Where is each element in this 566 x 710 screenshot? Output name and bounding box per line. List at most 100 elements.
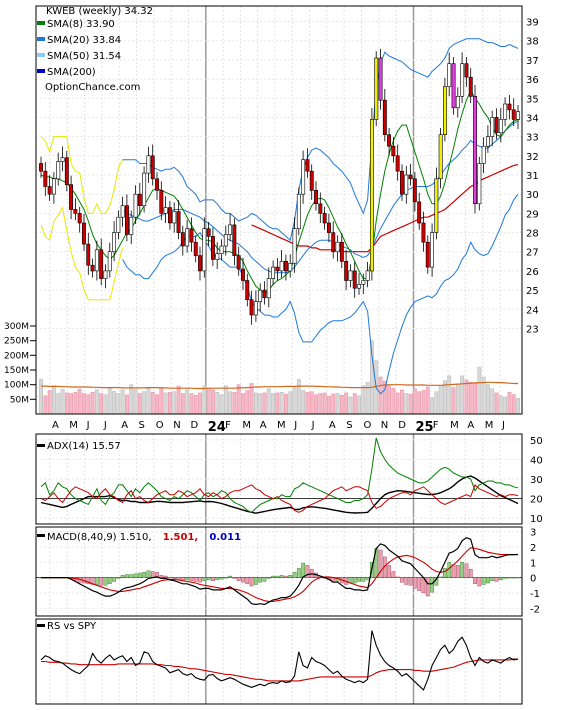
macd-histogram-bar [438,576,443,578]
adx-series-di [40,484,519,513]
candle-body [438,134,443,180]
candle-body [211,236,215,260]
legend-sma20-label: SMA(20) 33.84 [47,35,121,46]
x-tick-label: A [467,420,474,431]
macd-histogram-bar [185,577,190,581]
volume-bar [387,385,391,415]
volume-bar [172,391,177,415]
volume-bar [284,393,288,415]
volume-bar [490,388,495,415]
candle-body [498,119,503,134]
volume-bar [86,394,91,415]
macd-histogram-bar [266,577,271,579]
volume-bar [327,396,331,415]
x-tick-label: S [346,420,352,431]
macd-histogram-bar [245,577,250,584]
macd-value: MACD(8,40,9) 1.510, [47,532,152,543]
candle-body [228,224,232,235]
candle-body [193,241,198,256]
adx-legend-swatch [37,444,45,447]
price-y-tick-label: 36 [526,75,539,86]
volume-bar [112,391,116,415]
price-y-tick-label: 30 [526,190,539,201]
volume-bar [314,394,318,415]
legend-sma8: SMA(8) 33.90 [37,19,115,30]
sma8-line [40,89,519,295]
macd-histogram-bar [150,571,155,578]
volume-bar [357,395,361,415]
volume-bar [219,394,224,415]
volume-bar [146,387,151,415]
volume-bar [425,386,430,415]
volume-bar [232,392,237,415]
candle-body [245,280,250,301]
macd-histogram-bar [215,577,220,581]
candle-body [361,280,366,285]
volume-bar [64,392,69,415]
rs-legend-swatch [37,624,45,627]
x-tick-label: M [485,420,494,431]
candle-body [275,266,280,272]
volume-bar [137,393,142,415]
volume-bar [215,392,220,415]
candle-body [150,155,155,180]
volume-bar [455,384,460,415]
volume-bar [352,393,357,415]
macd-histogram-bar [86,577,91,584]
candle-body [112,232,117,253]
macd-histogram-bar [94,577,99,585]
x-tick-label: M [277,420,286,431]
candle-body [94,249,99,272]
price-y-tick-label: 33 [526,133,539,144]
candle-body [129,216,134,235]
volume-bar [185,389,190,415]
price-y-tick-label: 27 [526,248,539,259]
macd-histogram-bar [391,571,396,578]
candle-body [305,159,310,172]
volume-bar [245,390,250,415]
macd-histogram-bar [163,575,168,578]
volume-bar [468,382,473,415]
volume-bar [447,375,452,415]
volume-bar [318,393,323,415]
volume-bar [129,384,134,415]
candle-body [494,117,499,134]
candle-body [318,203,323,214]
volume-bar [348,396,353,415]
volume-bar [249,383,254,415]
volume-bar [120,389,125,415]
macd-histogram-bar [211,577,215,581]
candle-body [249,299,254,316]
volume-bar [206,387,211,415]
candle-body [468,76,473,97]
candle-body [503,103,508,120]
volume-bar [94,389,99,415]
price-panel-frame [35,5,523,415]
macd-histogram-bar [271,575,275,578]
volume-y-tick-label: 100M [4,381,29,391]
volume-bar [52,385,56,415]
candle-body [399,170,404,195]
candle-body [464,63,469,78]
x-tick-label: S [139,420,145,431]
candle-body [56,161,61,180]
volume-bar [494,392,499,415]
adx-y-tick-label: 10 [530,514,543,525]
macd-histogram-bar [494,577,499,582]
price-y-tick-label: 39 [526,18,539,29]
candle-body [352,270,357,289]
candle-body [374,57,379,120]
candle-body [279,260,284,272]
candle-body [168,207,172,224]
volume-bar [378,376,383,415]
candle-body [64,157,69,185]
macd-histogram-bar [292,572,297,578]
price-y-tick-label: 25 [526,286,539,297]
macd-histogram-bar [142,572,147,578]
volume-bar [180,393,185,415]
volume-bar [39,379,43,415]
volume-bar [391,387,396,415]
price-y-tick-label: 34 [526,113,539,124]
volume-bar [503,396,508,415]
x-tick-label: D [191,420,199,431]
